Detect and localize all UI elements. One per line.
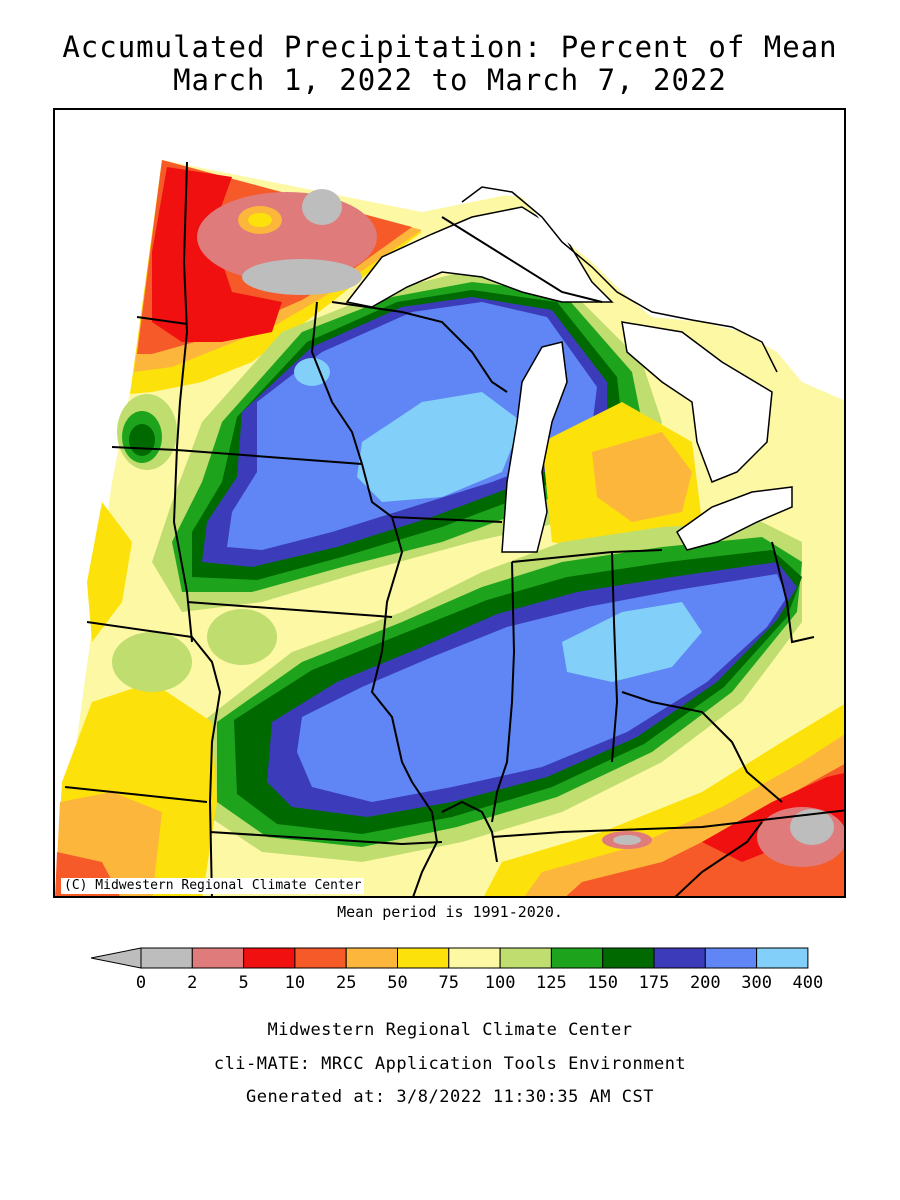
legend-label: 300 [741, 973, 772, 993]
border-line [491, 809, 844, 838]
precip-region [566, 764, 844, 896]
border-line [186, 601, 393, 618]
legend-label: 2 [187, 973, 197, 993]
legend-bin [653, 947, 706, 969]
canada-shoreline [422, 112, 844, 401]
legend-label: 50 [387, 973, 407, 993]
precip-region [357, 392, 522, 502]
legend-bin [191, 947, 245, 969]
border-line [771, 541, 815, 644]
legend-bin [550, 947, 604, 969]
legend-label: 100 [485, 973, 516, 993]
legend-label: 200 [690, 973, 721, 993]
color-legend: 0 2 5 10 25 50 75 100 125 150 175 200 300 400 [90, 947, 824, 993]
legend-arrow [90, 947, 142, 969]
precip-region [242, 259, 362, 295]
legend-label: 5 [238, 973, 248, 993]
legend-bin [756, 947, 809, 969]
map-date-range: March 1, 2022 to March 7, 2022 [173, 63, 727, 97]
border-line [391, 516, 503, 523]
legend-bin [397, 947, 450, 969]
precip-region [302, 189, 342, 225]
legend-label: 25 [336, 973, 356, 993]
legend-label: 125 [536, 973, 567, 993]
precip-field [55, 132, 844, 896]
border-line [441, 216, 603, 303]
map-title: Accumulated Precipitation: Percent of Me… [62, 30, 838, 64]
legend-bin [243, 947, 296, 969]
coastline [461, 186, 778, 373]
precip-region [294, 358, 330, 386]
border-line [611, 551, 619, 763]
border-line [64, 786, 208, 803]
border-line [310, 301, 363, 465]
state-borders [64, 161, 844, 896]
precip-region [248, 213, 272, 227]
legend-bin [602, 947, 655, 969]
border-line [331, 301, 508, 393]
legend-label: 10 [285, 973, 305, 993]
legend-bin [140, 947, 193, 969]
border-line [176, 161, 189, 448]
legend-label: 150 [587, 973, 618, 993]
legend-label: 75 [439, 973, 459, 993]
precip-region [129, 424, 155, 456]
border-line [441, 800, 498, 863]
border-line [491, 561, 516, 823]
legend-label: 400 [793, 973, 824, 993]
precipitation-map: (C) Midwestern Regional Climate Center [53, 108, 846, 898]
legend-bin [448, 947, 501, 969]
legend-bin [499, 947, 552, 969]
lake-michigan [501, 341, 568, 553]
credit-generated: Generated at: 3/8/2022 11:30:35 AM CST [246, 1087, 654, 1107]
legend-bin [345, 947, 399, 969]
border-line [172, 446, 193, 643]
legend-label: 0 [136, 973, 146, 993]
precip-region [790, 809, 834, 845]
precip-region [207, 609, 277, 665]
legend-bin [294, 947, 347, 969]
lake-huron [621, 321, 773, 483]
border-line [621, 691, 783, 803]
precip-region [87, 502, 132, 642]
precip-region [112, 632, 192, 692]
border-line [361, 463, 439, 896]
border-line [86, 621, 222, 896]
border-line [111, 446, 363, 465]
lake-erie [676, 486, 793, 551]
canada-region [422, 112, 844, 401]
legend-label: 175 [639, 973, 670, 993]
border-line [209, 831, 443, 846]
precip-region [562, 602, 702, 682]
legend-bin [704, 947, 758, 969]
precip-region [592, 432, 692, 522]
credit-tool: cli-MATE: MRCC Application Tools Environ… [213, 1054, 687, 1074]
border-line [136, 316, 188, 325]
copyright-notice: (C) Midwestern Regional Climate Center [61, 878, 365, 894]
credit-organization: Midwestern Regional Climate Center [267, 1020, 633, 1040]
mean-period-note: Mean period is 1991-2020. [337, 903, 563, 921]
precip-region [613, 835, 641, 845]
border-line [674, 821, 763, 896]
